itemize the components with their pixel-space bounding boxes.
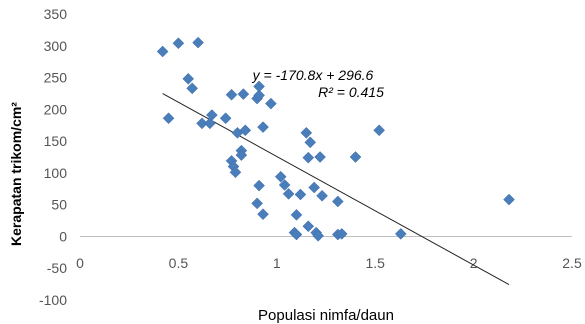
y-axis-title: Kerapatan trikom/cm² xyxy=(8,102,24,246)
x-tick-label: 0.5 xyxy=(169,255,189,271)
x-tick-label: 0 xyxy=(76,255,84,271)
data-point xyxy=(302,220,315,233)
y-axis-ticks: 350 300 250 200 150 100 50 0 -50 -100 xyxy=(39,6,67,308)
data-point xyxy=(237,88,250,100)
x-axis-ticks: 0 0.5 1 1.5 2 2.5 xyxy=(76,255,582,271)
data-point xyxy=(225,88,238,101)
trendline xyxy=(162,93,510,286)
data-point xyxy=(186,82,199,95)
data-point xyxy=(314,151,326,163)
data-point xyxy=(196,117,208,130)
data-point xyxy=(300,126,313,139)
data-point xyxy=(290,228,303,241)
data-point xyxy=(373,124,385,137)
data-point xyxy=(349,151,362,163)
trendline-equation: y = -170.8x + 296.6 xyxy=(252,67,374,83)
data-point xyxy=(503,193,515,206)
data-point xyxy=(162,112,175,125)
y-tick-label: 150 xyxy=(44,133,68,149)
data-point xyxy=(206,109,218,121)
data-point xyxy=(235,149,248,161)
x-tick-label: 1.5 xyxy=(365,255,385,271)
data-point xyxy=(312,229,324,242)
data-point xyxy=(156,45,169,58)
r-squared-label: R² = 0.415 xyxy=(318,84,384,100)
y-tick-label: 300 xyxy=(44,38,68,54)
y-tick-label: 0 xyxy=(59,228,67,244)
data-point xyxy=(302,151,315,164)
data-point xyxy=(282,188,295,200)
x-tick-label: 1 xyxy=(273,255,281,271)
data-point xyxy=(290,208,303,221)
y-tick-label: 100 xyxy=(44,165,68,181)
data-point xyxy=(257,121,269,133)
x-tick-label: 2 xyxy=(470,255,478,271)
data-point xyxy=(219,112,232,125)
data-point xyxy=(253,89,265,102)
y-tick-label: 350 xyxy=(44,6,68,22)
y-tick-label: -100 xyxy=(39,292,67,308)
data-points xyxy=(156,36,515,242)
data-point xyxy=(308,181,321,194)
data-point xyxy=(304,136,317,149)
data-point xyxy=(239,124,252,137)
data-point xyxy=(251,197,263,210)
data-point xyxy=(253,179,265,192)
data-point xyxy=(257,208,269,221)
data-point xyxy=(331,195,344,208)
data-point xyxy=(172,37,185,50)
data-point xyxy=(182,72,195,85)
data-point xyxy=(253,80,265,93)
data-point xyxy=(229,166,242,179)
data-point xyxy=(294,188,307,201)
data-point xyxy=(394,228,407,240)
y-tick-label: -50 xyxy=(47,260,67,276)
data-point xyxy=(265,97,277,110)
data-point xyxy=(204,117,216,130)
y-tick-label: 250 xyxy=(44,70,68,86)
y-tick-label: 50 xyxy=(51,197,67,213)
data-point xyxy=(192,36,204,49)
data-point xyxy=(335,228,348,240)
data-point xyxy=(274,170,287,183)
x-axis-title: Populasi nimfa/daun xyxy=(258,307,394,324)
data-point xyxy=(316,189,328,202)
x-tick-label: 2.5 xyxy=(562,255,582,271)
data-point xyxy=(278,179,291,191)
y-tick-label: 200 xyxy=(44,101,68,117)
